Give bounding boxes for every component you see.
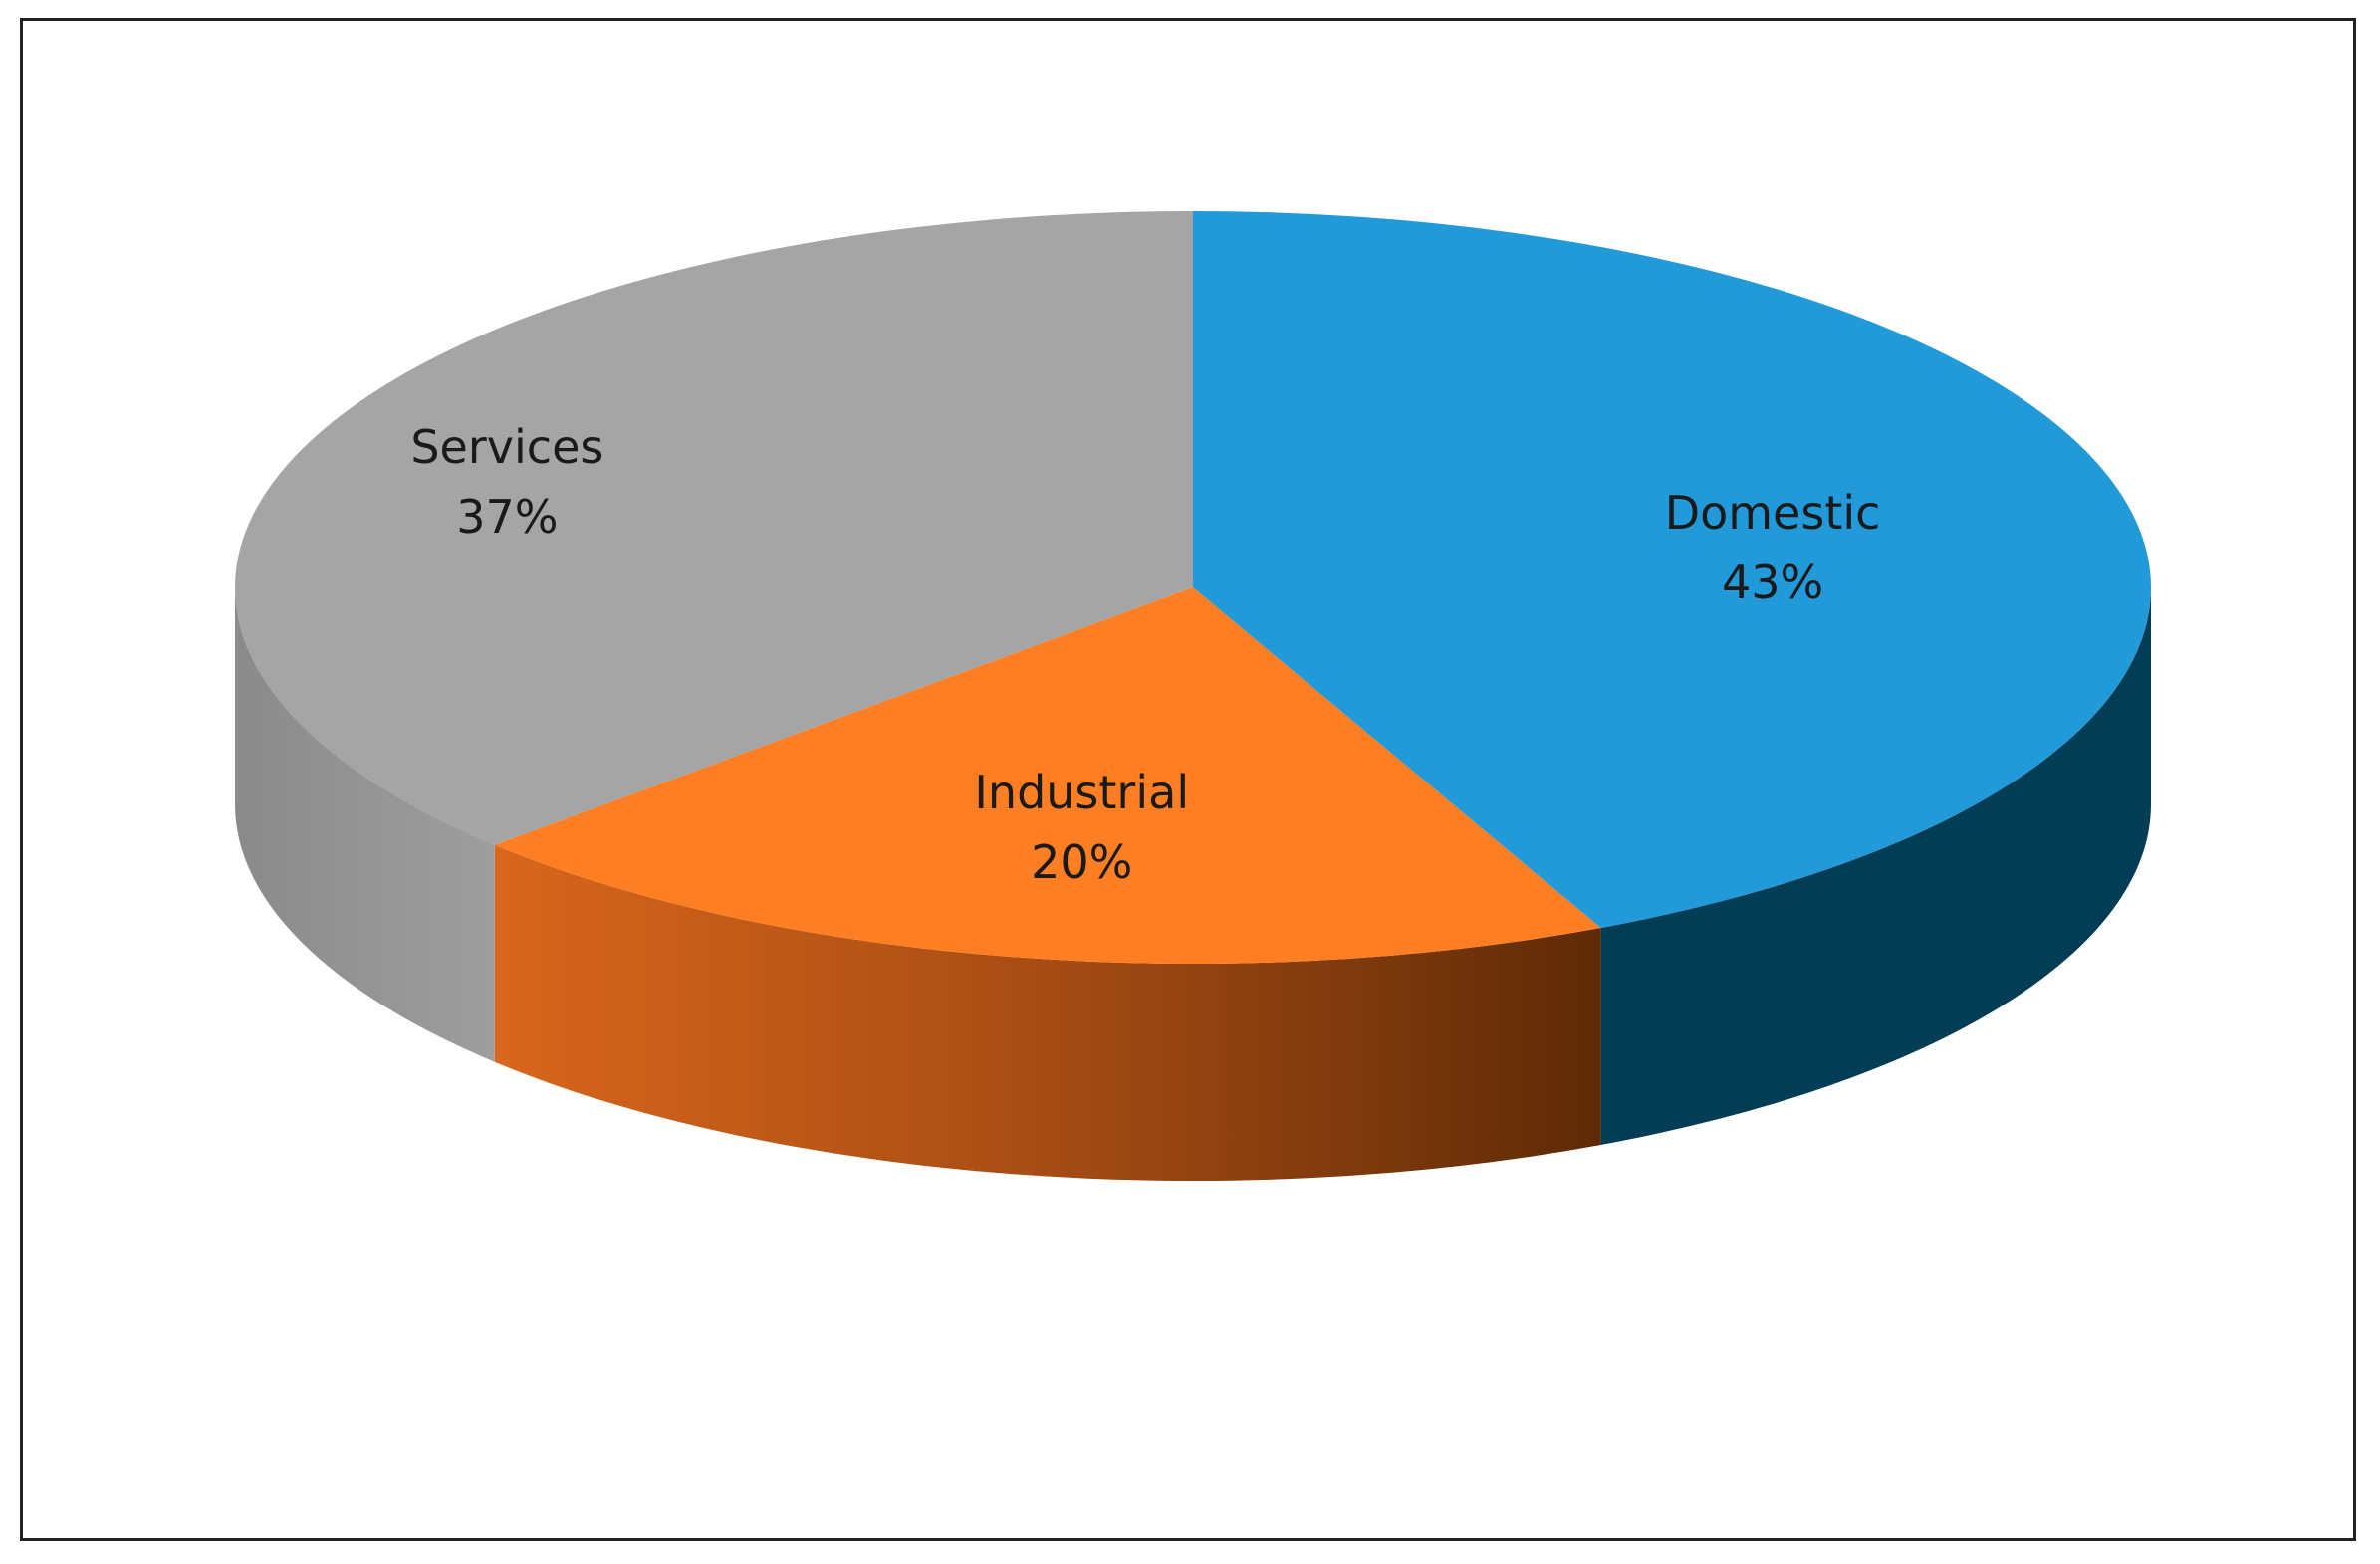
pie-slice-industrial <box>494 587 1601 964</box>
data-label-industrial-name: Industrial <box>974 766 1189 819</box>
data-label-industrial-value: 20% <box>1031 835 1132 889</box>
pie-slice-domestic <box>1193 211 2151 929</box>
pie-side-industrial <box>494 844 1601 1181</box>
pie-slice-services <box>235 211 1194 845</box>
pie-labels: Domestic 43% Industrial 20% Services 37% <box>410 420 1880 889</box>
data-label-domestic-value: 43% <box>1722 556 1823 609</box>
data-label-services-value: 37% <box>456 490 558 544</box>
pie-tops <box>235 211 2151 964</box>
pie-sides <box>235 587 2151 1181</box>
data-label-domestic-name: Domestic <box>1665 486 1881 540</box>
pie-side-services <box>235 587 495 1062</box>
data-label-services-name: Services <box>410 420 603 474</box>
pie-side-domestic <box>1600 587 2151 1146</box>
